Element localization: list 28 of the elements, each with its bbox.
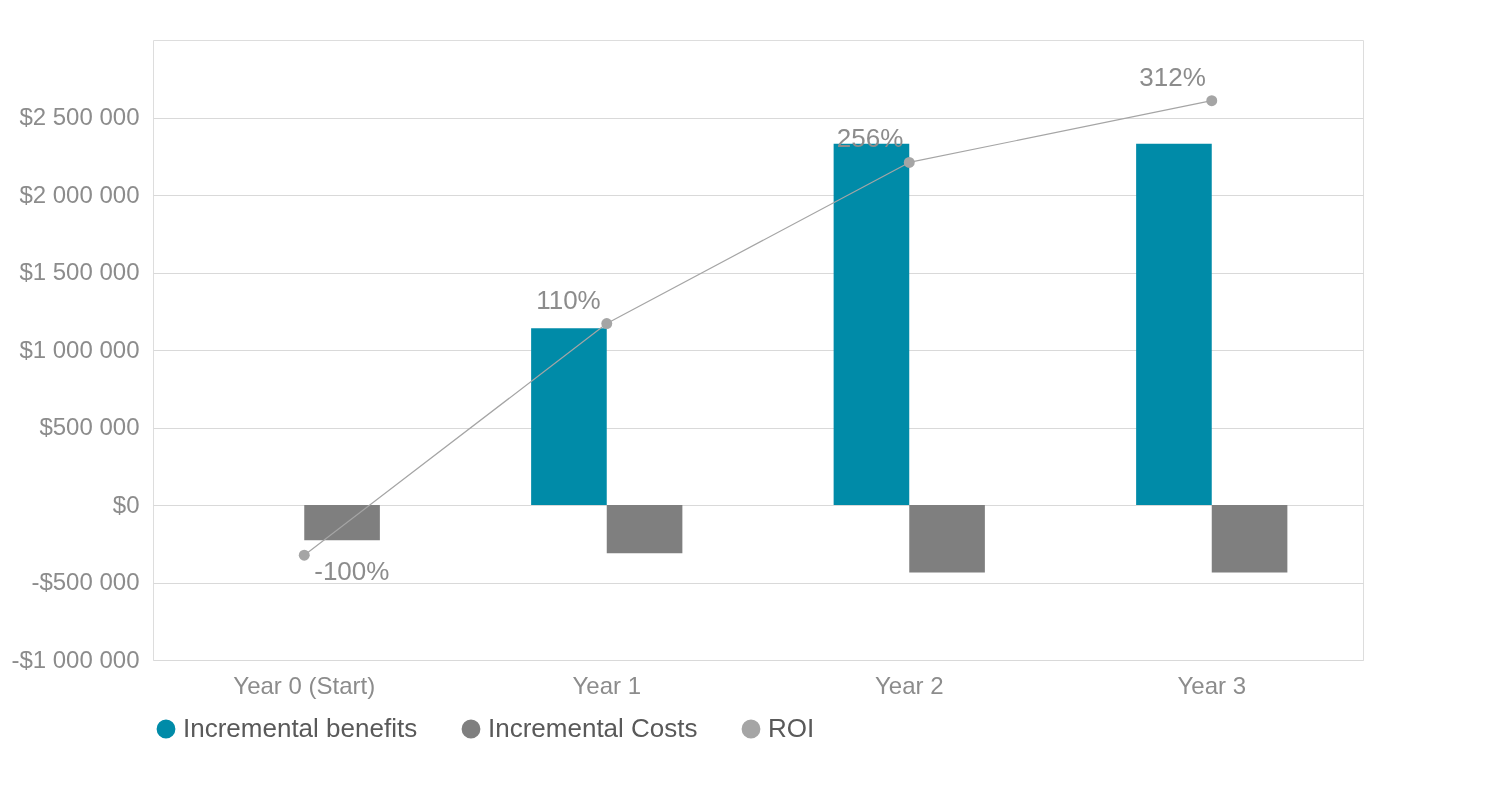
y-tick-label: $1 000 000 (19, 335, 140, 363)
x-tick-label: Year 2 (874, 671, 944, 699)
bar (1136, 143, 1212, 505)
x-tick-label: Year 3 (1177, 671, 1247, 699)
bar (909, 505, 985, 573)
point (601, 318, 613, 329)
data-label: -100% (314, 556, 390, 587)
data-label: 312% (1139, 61, 1206, 92)
point (298, 549, 310, 561)
legend-label: ROI (768, 713, 815, 743)
y-tick-label: -$1 000 000 (11, 645, 140, 673)
bar (606, 505, 683, 554)
data-label: 110% (536, 284, 601, 315)
y-tick-label: $1 500 000 (19, 258, 140, 285)
y-tick-label: $2 500 000 (19, 103, 140, 130)
y-tick-label: -$500 000 (31, 568, 140, 595)
bar (304, 505, 380, 541)
x-tick-label: Year 0 (Start) (233, 671, 376, 699)
bar (531, 328, 607, 505)
x-tick-label: Year 1 (572, 671, 642, 699)
point (903, 156, 915, 168)
y-tick-label: $2 000 000 (19, 180, 140, 208)
y-tick-label: $0 (112, 490, 140, 518)
y-tick-label: $500 000 (39, 413, 140, 440)
point (1206, 95, 1218, 107)
legend-label: Incremental benefits (183, 713, 418, 743)
bar (1211, 505, 1288, 573)
legend-label: Incremental Costs (488, 713, 698, 743)
